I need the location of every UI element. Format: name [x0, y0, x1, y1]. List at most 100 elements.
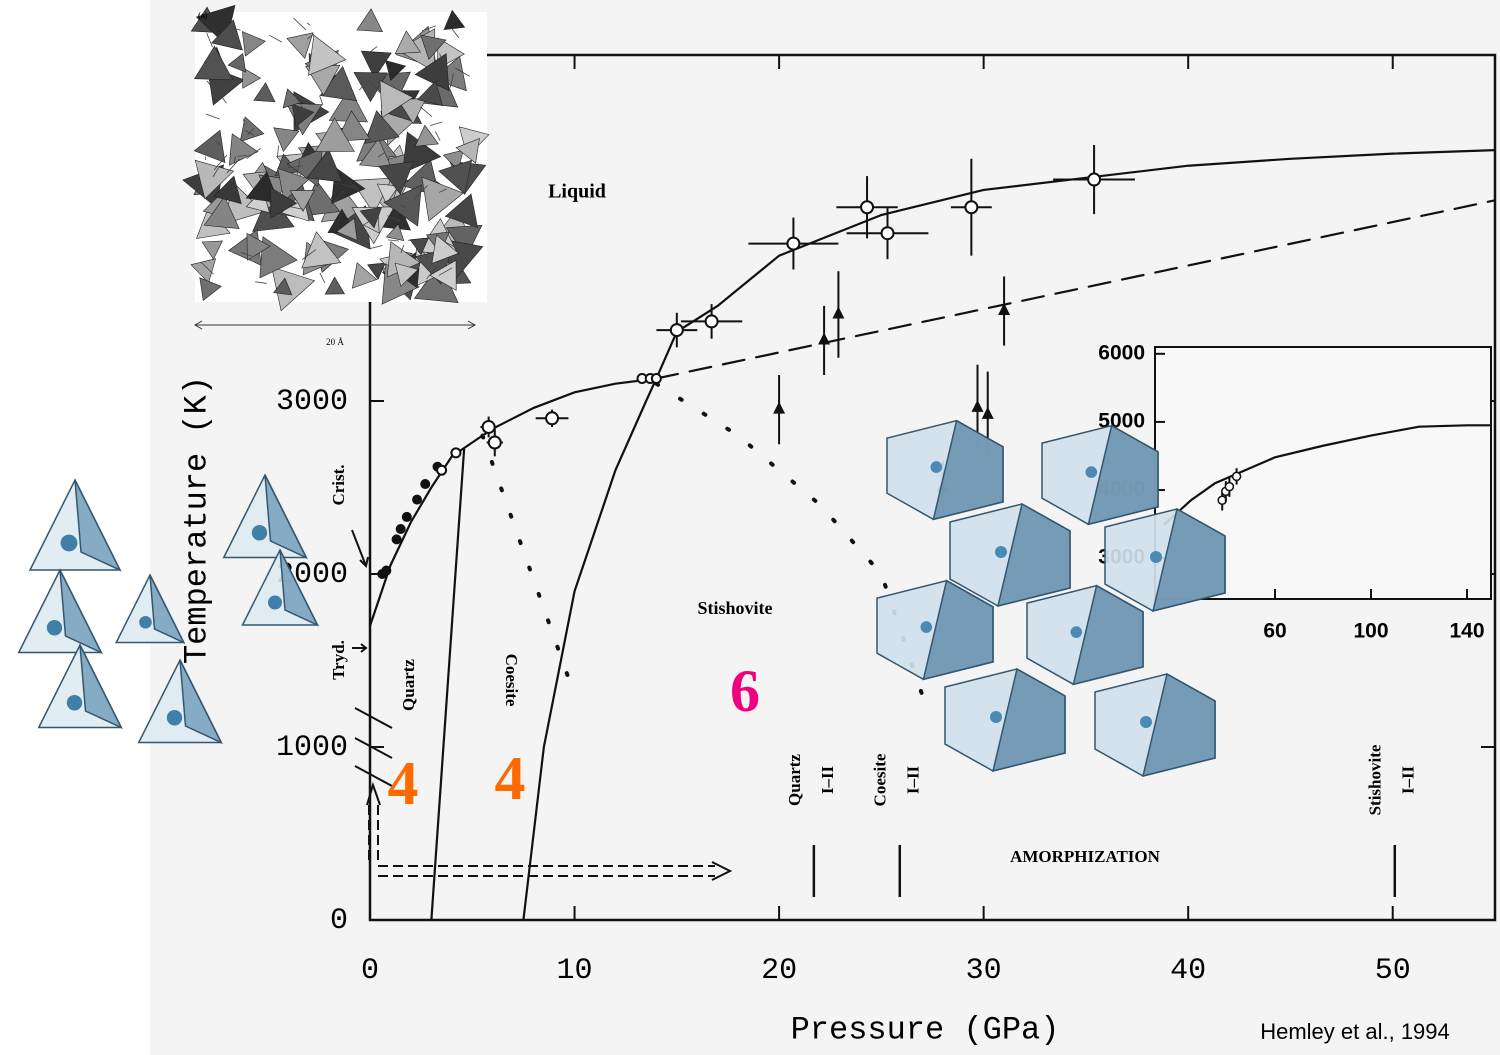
network-bond: [246, 147, 261, 160]
octahedron-face: [996, 502, 1071, 608]
inset-x-tick-label: 60: [1263, 620, 1286, 643]
data-point: [818, 332, 831, 345]
network-bond: [422, 251, 429, 260]
network-tetrahedron: [335, 110, 371, 142]
network-tetrahedron: [385, 223, 405, 241]
phase-boundary: [430, 448, 466, 922]
network-bond: [293, 17, 307, 31]
network-bond: [388, 239, 399, 242]
structure-illustrations: [17, 419, 1226, 778]
phase-label: AMORPHIZATION: [1010, 847, 1161, 866]
network-tetrahedron: [358, 137, 393, 169]
network-tetrahedron: [228, 133, 259, 166]
data-point: [998, 303, 1011, 316]
data-point: [450, 447, 462, 459]
data-point: [420, 479, 431, 490]
network-tetrahedron: [359, 206, 383, 229]
network-bond: [222, 97, 227, 104]
network-tetrahedron: [414, 124, 439, 147]
inset-point: [1224, 481, 1235, 492]
atom: [1150, 551, 1162, 563]
coordination-number: 4: [388, 750, 419, 818]
x-tick-label: 10: [557, 954, 593, 988]
network-tetrahedron: [378, 161, 415, 195]
network-bond: [319, 272, 326, 283]
network-bond: [332, 190, 345, 204]
phase-label: Tryd.: [329, 640, 348, 680]
network-bond: [213, 154, 228, 171]
scale-bar: [193, 320, 477, 330]
tetrahedron-face: [264, 474, 308, 560]
atom: [66, 695, 83, 711]
atom: [1085, 466, 1098, 478]
arrow-head: [711, 861, 733, 881]
data-point: [773, 401, 786, 414]
network-bond: [400, 244, 405, 253]
network-bond: [407, 239, 422, 243]
dashed-arrow: [368, 800, 379, 860]
y-tick-label: 3000: [276, 385, 348, 419]
network-bond: [206, 32, 213, 48]
octahedron-face: [922, 579, 994, 681]
transition-name: Coesite: [871, 753, 890, 806]
data-point: [704, 314, 719, 329]
network-bond: [348, 180, 360, 193]
network-bond: [421, 25, 437, 32]
inset-line: [1163, 424, 1493, 526]
network-tetrahedron: [394, 30, 421, 55]
atom: [46, 620, 63, 636]
network-tetrahedron: [421, 176, 464, 222]
network-bond: [245, 130, 255, 136]
coordination-number: 6: [730, 658, 760, 724]
atom: [920, 621, 933, 633]
network-bond: [237, 154, 247, 157]
data-point: [669, 323, 684, 338]
octahedron-face: [932, 419, 1004, 521]
atom: [60, 534, 78, 552]
network-bond: [306, 22, 311, 26]
network-tetrahedron: [273, 127, 300, 152]
arrow: [351, 529, 369, 568]
network-tetrahedron: [253, 82, 276, 103]
transition-label: I–II: [818, 765, 837, 794]
network-bond: [438, 267, 453, 276]
tetrahedron-face: [74, 479, 122, 572]
network-tetrahedron: [203, 195, 240, 229]
octahedron-face: [1072, 584, 1144, 686]
network-bond: [369, 245, 383, 250]
network-bond: [430, 121, 443, 126]
atom: [930, 461, 943, 473]
network-tetrahedron: [455, 138, 480, 164]
arrow-head: [366, 781, 381, 806]
network-tetrahedron: [273, 277, 293, 296]
data-point: [481, 419, 496, 434]
data-point: [971, 399, 984, 412]
network-bond: [205, 113, 220, 120]
phase-label: Liquid: [548, 181, 606, 203]
network-tetrahedron: [367, 262, 386, 281]
network-tetrahedron: [277, 167, 310, 202]
tetrahedron-face: [179, 659, 223, 745]
y-tick-label: 0: [330, 904, 348, 938]
plot-frame: [368, 53, 1497, 922]
data-point: [832, 306, 845, 319]
x-tick-label: 20: [761, 954, 797, 988]
atom: [139, 615, 152, 629]
transition-label: I–II: [1399, 765, 1418, 794]
credit: Hemley et al., 1994: [1260, 1019, 1450, 1044]
octahedron-face: [1087, 424, 1159, 526]
network-bond: [444, 241, 458, 249]
data-point: [880, 226, 895, 241]
inset-x-tick-label: 140: [1449, 620, 1484, 643]
network-tetrahedron: [241, 31, 266, 57]
data-point: [981, 406, 994, 419]
octahedron-face: [1151, 507, 1226, 613]
tetrahedron-face: [79, 644, 123, 730]
data-point: [860, 200, 875, 215]
phase-boundary: [522, 377, 658, 922]
network-bond: [450, 73, 454, 88]
network-bond: [215, 141, 221, 146]
dashed-arrow: [378, 865, 715, 877]
atom: [268, 595, 282, 610]
data-point: [545, 411, 560, 426]
